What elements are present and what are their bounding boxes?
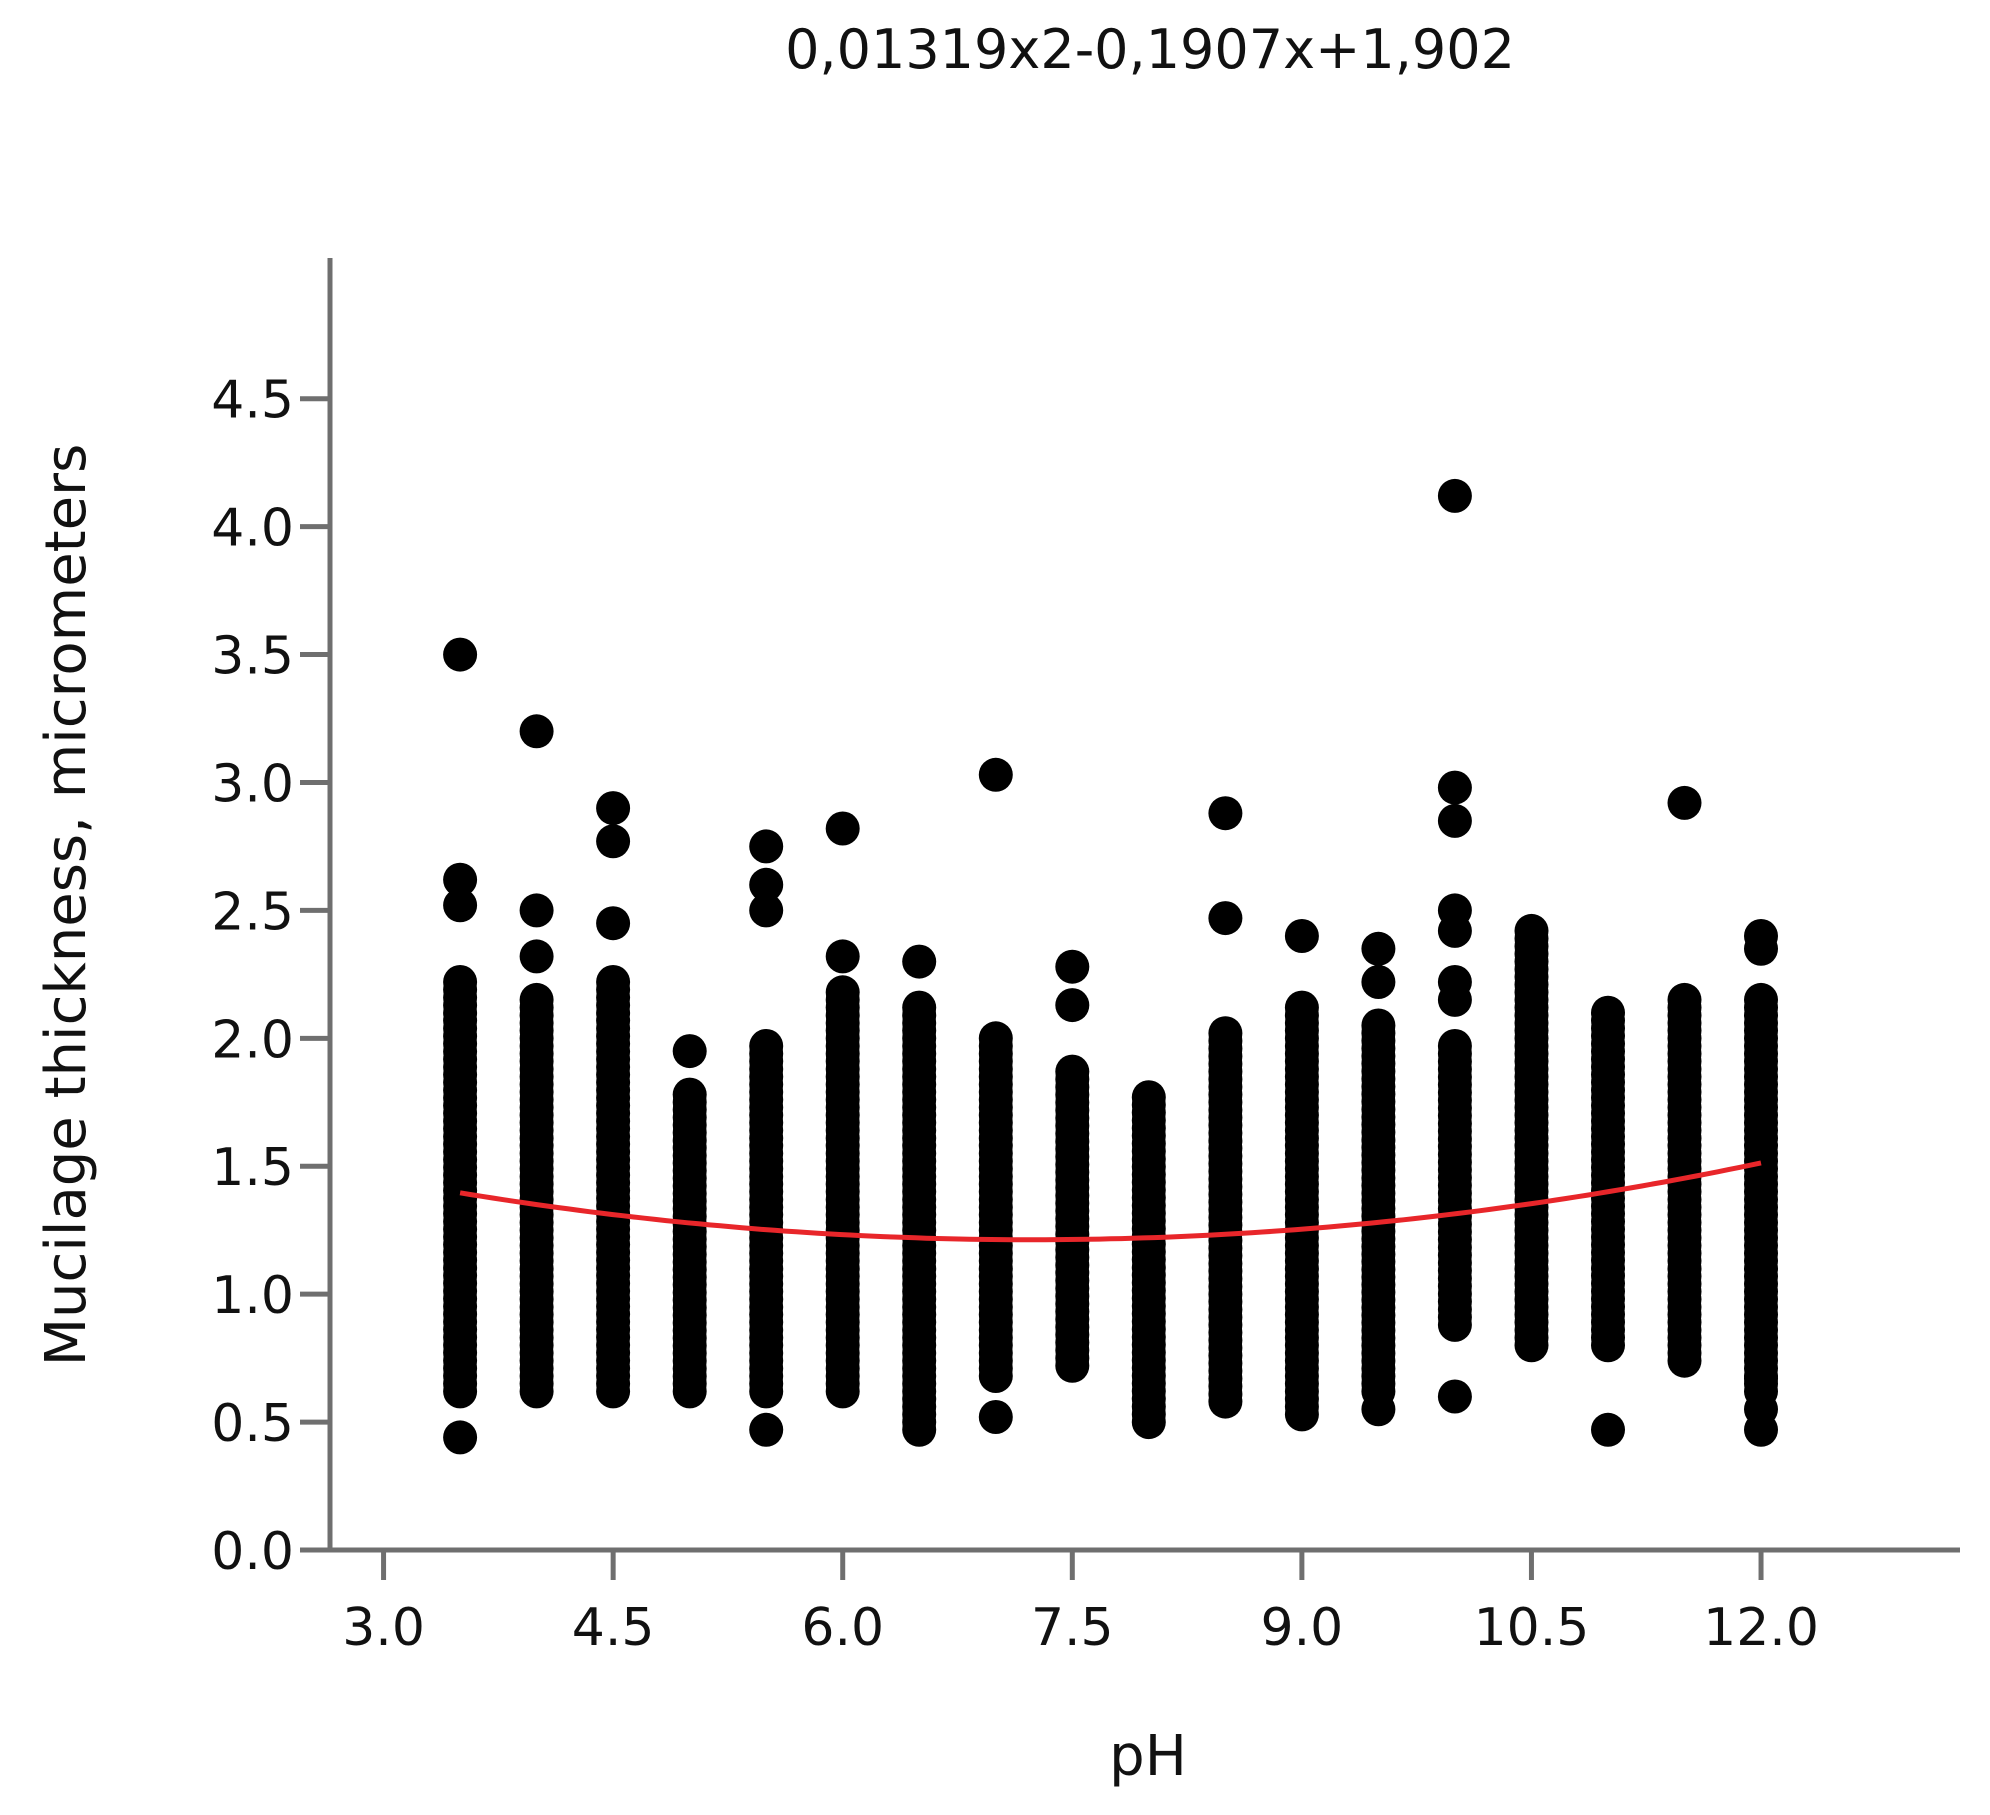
- y-tick-label: 3.0: [211, 754, 294, 814]
- data-point: [978, 1021, 1013, 1056]
- x-tick-label: 7.5: [1031, 1598, 1114, 1658]
- data-point: [519, 939, 554, 974]
- data-point: [443, 637, 478, 672]
- data-point: [902, 944, 937, 979]
- data-point: [1131, 1080, 1166, 1115]
- data-point: [443, 1420, 478, 1455]
- data-point: [749, 867, 784, 902]
- data-points: [443, 478, 1778, 1455]
- data-point: [978, 1400, 1013, 1434]
- data-point: [1744, 1392, 1778, 1427]
- data-point: [519, 714, 554, 749]
- y-tick-label: 1.0: [211, 1266, 294, 1326]
- data-point: [749, 829, 784, 864]
- y-axis-title: Mucilage thickness, micrometers: [34, 444, 99, 1367]
- data-point: [1055, 988, 1090, 1023]
- data-point: [596, 906, 631, 941]
- y-tick-label: 3.5: [211, 627, 294, 687]
- data-point: [1437, 803, 1472, 838]
- data-point: [443, 888, 478, 923]
- data-point: [1284, 919, 1319, 953]
- data-point: [1667, 785, 1702, 820]
- data-point: [1744, 919, 1778, 953]
- data-point: [1361, 931, 1396, 966]
- data-point: [1437, 1029, 1472, 1063]
- data-point: [1361, 1392, 1396, 1427]
- data-point: [1744, 1361, 1778, 1396]
- y-tick-label: 4.0: [211, 499, 294, 559]
- data-point: [1591, 1412, 1625, 1447]
- data-point: [443, 862, 478, 897]
- data-point: [825, 975, 860, 1010]
- y-tick-label: 0.0: [211, 1522, 294, 1582]
- data-point: [596, 791, 631, 826]
- data-point: [749, 1029, 784, 1063]
- data-point: [1208, 1016, 1243, 1051]
- data-point: [1437, 478, 1472, 513]
- data-point: [443, 965, 478, 999]
- data-point: [1361, 1008, 1396, 1043]
- data-point: [1437, 893, 1472, 928]
- x-axis-ticks: 3.0 4.5 6.0 7.5 9.0 10.5 12.0: [342, 1550, 1819, 1658]
- data-point: [1437, 1379, 1472, 1414]
- data-point: [596, 824, 631, 859]
- x-tick-label: 9.0: [1261, 1598, 1344, 1658]
- x-tick-label: 10.5: [1474, 1598, 1590, 1658]
- data-point: [596, 965, 631, 999]
- fit-curve: [459, 1160, 1762, 1243]
- x-tick-label: 6.0: [801, 1598, 884, 1658]
- data-point: [1055, 949, 1090, 984]
- data-point: [902, 990, 937, 1025]
- y-tick-label: 0.5: [211, 1394, 294, 1454]
- data-point: [1514, 913, 1549, 948]
- data-point: [1055, 1054, 1090, 1089]
- y-axis-ticks: 0.0 0.5 1.0 1.5 2.0 2.5 3.0 3.5 4.0 4.5: [211, 371, 330, 1582]
- data-point: [978, 757, 1013, 792]
- data-point: [1667, 982, 1702, 1017]
- data-point: [519, 893, 554, 928]
- data-point: [825, 939, 860, 974]
- y-tick-label: 2.0: [211, 1010, 294, 1070]
- data-point: [825, 811, 860, 846]
- data-point: [749, 1412, 784, 1447]
- y-tick-label: 2.5: [211, 882, 294, 942]
- x-tick-label: 12.0: [1703, 1598, 1819, 1658]
- data-point: [672, 1077, 707, 1112]
- x-tick-label: 4.5: [572, 1598, 655, 1658]
- x-tick-label: 3.0: [342, 1598, 425, 1658]
- data-point: [749, 893, 784, 928]
- data-point: [1361, 965, 1396, 999]
- data-point: [1208, 796, 1243, 831]
- data-point: [1284, 990, 1319, 1025]
- data-point: [1437, 770, 1472, 805]
- data-point: [1591, 995, 1625, 1030]
- y-tick-label: 4.5: [211, 371, 294, 431]
- x-axis-title: pH: [1109, 1724, 1187, 1789]
- data-point: [1437, 965, 1472, 999]
- data-point: [519, 982, 554, 1017]
- chart-title: 0,01319x2-0,1907x+1,902: [785, 18, 1515, 81]
- y-tick-label: 1.5: [211, 1138, 294, 1198]
- data-point: [672, 1034, 707, 1069]
- data-point: [1744, 982, 1778, 1017]
- data-point: [1208, 901, 1243, 936]
